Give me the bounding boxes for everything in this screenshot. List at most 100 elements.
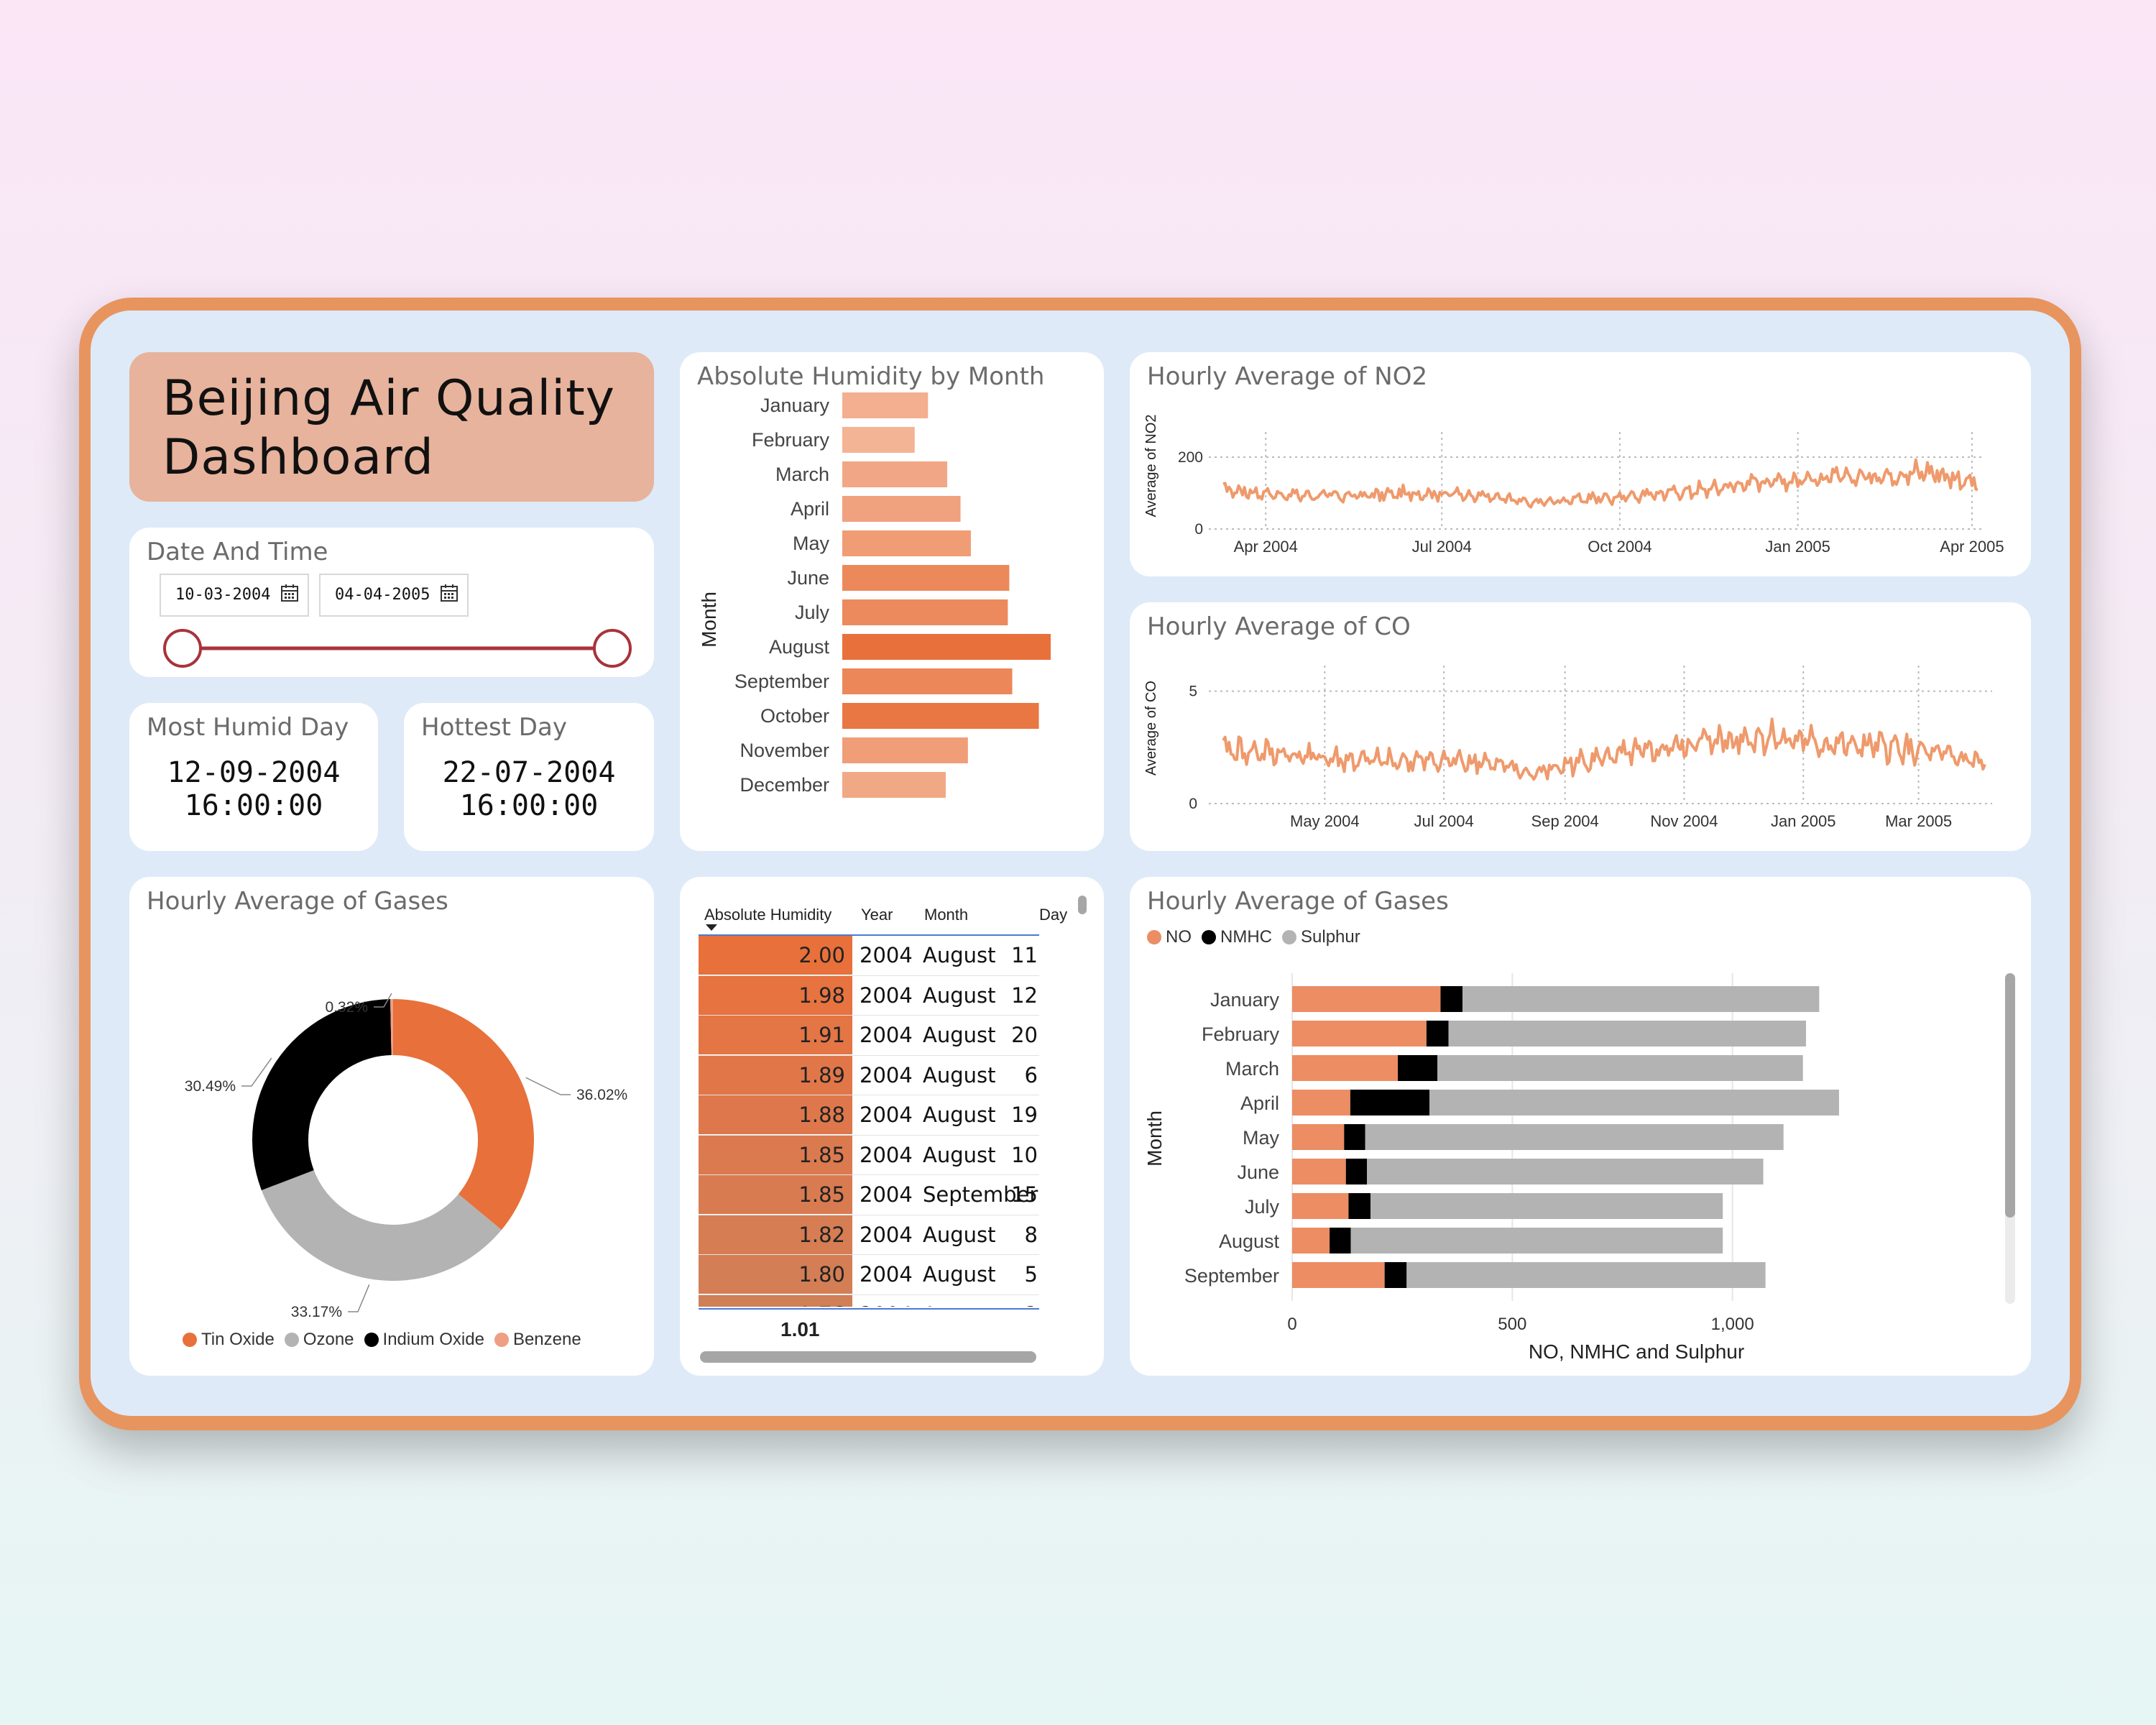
table-row[interactable]: 1.91 2004 August 20	[699, 1016, 1039, 1056]
header-day[interactable]: Day	[1039, 906, 1068, 924]
stacked-bar-segment[interactable]	[1292, 1262, 1385, 1288]
stacked-bar-segment[interactable]	[1350, 1228, 1723, 1254]
legend-dot-icon	[494, 1333, 509, 1347]
stacked-bar-segment[interactable]	[1292, 1124, 1345, 1150]
legend-item[interactable]: Indium Oxide	[364, 1330, 484, 1350]
legend-item[interactable]: NMHC	[1202, 927, 1272, 947]
stacked-bar-segment[interactable]	[1292, 986, 1441, 1012]
calendar-icon[interactable]	[280, 584, 299, 602]
stacked-bar-segment[interactable]	[1437, 1055, 1803, 1081]
co-line-card: Hourly Average of CO Average of CO 5 0 May…	[1130, 602, 2031, 851]
stacked-bar-segment[interactable]	[1330, 1228, 1351, 1254]
donut-slice[interactable]	[393, 999, 534, 1230]
cell-day: 8	[1024, 1222, 1038, 1247]
calendar-icon[interactable]	[440, 584, 459, 602]
stacked-bar-segment[interactable]	[1440, 986, 1463, 1012]
legend-dot-icon	[284, 1333, 299, 1347]
table-row[interactable]: 1.85 2004 August 10	[699, 1135, 1039, 1175]
cell-absolute-humidity: 1.82	[699, 1215, 852, 1254]
cell-absolute-humidity: 1.76	[699, 1294, 852, 1307]
table-row[interactable]: 1.82 2004 August 8	[699, 1215, 1039, 1255]
legend-item[interactable]: NO	[1147, 927, 1192, 947]
stacked-bar-segment[interactable]	[1344, 1124, 1365, 1150]
co-series-line[interactable]	[1222, 717, 1986, 781]
table-row[interactable]: 1.88 2004 August 19	[699, 1095, 1039, 1136]
stacked-bar-segment[interactable]	[1448, 1021, 1806, 1046]
stacked-bar-segment[interactable]	[1406, 1262, 1766, 1288]
slider-end-handle[interactable]	[593, 629, 632, 668]
stacked-bar-segment[interactable]	[1367, 1159, 1764, 1184]
humidity-bar[interactable]	[842, 427, 915, 453]
humidity-bar[interactable]	[842, 737, 968, 763]
donut-slice[interactable]	[261, 1170, 502, 1281]
header-month[interactable]: Month	[924, 906, 969, 924]
cell-year: 2004	[860, 1062, 913, 1087]
humidity-bar[interactable]	[842, 392, 929, 418]
hottest-day-card: Hottest Day 22-07-2004 16:00:00	[404, 703, 654, 851]
hottest-day-title: Hottest Day	[421, 713, 567, 742]
stacked-bar-segment[interactable]	[1292, 1055, 1399, 1081]
table-row[interactable]: 1.89 2004 August 6	[699, 1055, 1039, 1095]
stacked-bar-segment[interactable]	[1365, 1124, 1784, 1150]
humidity-bar[interactable]	[842, 703, 1039, 729]
sort-desc-icon[interactable]	[706, 924, 717, 933]
humidity-bar[interactable]	[842, 496, 961, 522]
stacked-bar-segment[interactable]	[1426, 1021, 1449, 1046]
page-title: Beijing Air Quality Dashboard	[162, 370, 616, 486]
table-vertical-scrollbar[interactable]	[1078, 896, 1087, 914]
legend-item[interactable]: Tin Oxide	[183, 1330, 275, 1350]
no2-x-tick: Apr 2005	[1940, 538, 2004, 556]
slider-start-handle[interactable]	[163, 629, 202, 668]
table-row[interactable]: 1.98 2004 August 12	[699, 975, 1039, 1016]
stacked-x-tick: 500	[1498, 1315, 1526, 1334]
stacked-bar-segment[interactable]	[1384, 1262, 1407, 1288]
stacked-scrollbar-track[interactable]	[2005, 973, 2015, 1304]
cell-absolute-humidity: 1.89	[699, 1055, 852, 1095]
stacked-bar-segment[interactable]	[1429, 1090, 1839, 1116]
humidity-bar[interactable]	[842, 634, 1051, 660]
stacked-bar-segment[interactable]	[1370, 1193, 1723, 1219]
legend-label: Indium Oxide	[382, 1330, 484, 1349]
humidity-bar[interactable]	[842, 461, 948, 487]
cell-absolute-humidity: 1.80	[699, 1255, 852, 1294]
co-x-tick: Mar 2005	[1885, 812, 1952, 830]
cell-month: September	[923, 1182, 1038, 1207]
table-row[interactable]: 2.00 2004 August 11	[699, 936, 1039, 976]
stacked-bar-segment[interactable]	[1292, 1159, 1346, 1184]
humidity-bar[interactable]	[842, 530, 971, 556]
humidity-bar[interactable]	[842, 599, 1008, 625]
stacked-bar-segment[interactable]	[1292, 1193, 1349, 1219]
table-horizontal-scrollbar[interactable]	[700, 1351, 1036, 1363]
humidity-bar[interactable]	[842, 565, 1010, 591]
stacked-bar-segment[interactable]	[1292, 1090, 1350, 1116]
humidity-bar[interactable]	[842, 668, 1013, 694]
stacked-bar-segment[interactable]	[1292, 1021, 1427, 1046]
donut-legend: Tin Oxide Ozone Indium Oxide Benzene	[183, 1330, 591, 1350]
donut-slice[interactable]	[252, 999, 392, 1190]
stacked-month-label: August	[1219, 1230, 1280, 1252]
stacked-scrollbar-thumb[interactable]	[2005, 973, 2015, 1218]
legend-item[interactable]: Benzene	[494, 1330, 581, 1350]
header-absolute-humidity[interactable]: Absolute Humidity	[704, 906, 832, 924]
start-date-input[interactable]: 10-03-2004	[160, 574, 309, 617]
date-range-slider[interactable]	[129, 621, 654, 671]
humidity-bar[interactable]	[842, 772, 946, 798]
table-row[interactable]: 1.80 2004 August 5	[699, 1255, 1039, 1295]
stacked-bar-segment[interactable]	[1350, 1090, 1430, 1116]
header-year[interactable]: Year	[861, 906, 893, 924]
table-row[interactable]: 1.85 2004 September 15	[699, 1175, 1039, 1215]
legend-item[interactable]: Ozone	[284, 1330, 354, 1350]
stacked-bar-segment[interactable]	[1348, 1193, 1371, 1219]
stacked-bar-segment[interactable]	[1398, 1055, 1438, 1081]
legend-item[interactable]: Sulphur	[1282, 927, 1360, 947]
cell-year: 2004	[860, 1023, 913, 1047]
donut-slice[interactable]	[390, 999, 393, 1056]
no2-series-line[interactable]	[1222, 458, 1978, 509]
end-date-input[interactable]: 04-04-2005	[319, 574, 469, 617]
legend-label: Ozone	[303, 1330, 354, 1349]
stacked-bar-segment[interactable]	[1345, 1159, 1368, 1184]
stacked-bar-segment[interactable]	[1292, 1228, 1330, 1254]
stacked-bar-segment[interactable]	[1462, 986, 1820, 1012]
donut-leader-line	[348, 1284, 370, 1312]
